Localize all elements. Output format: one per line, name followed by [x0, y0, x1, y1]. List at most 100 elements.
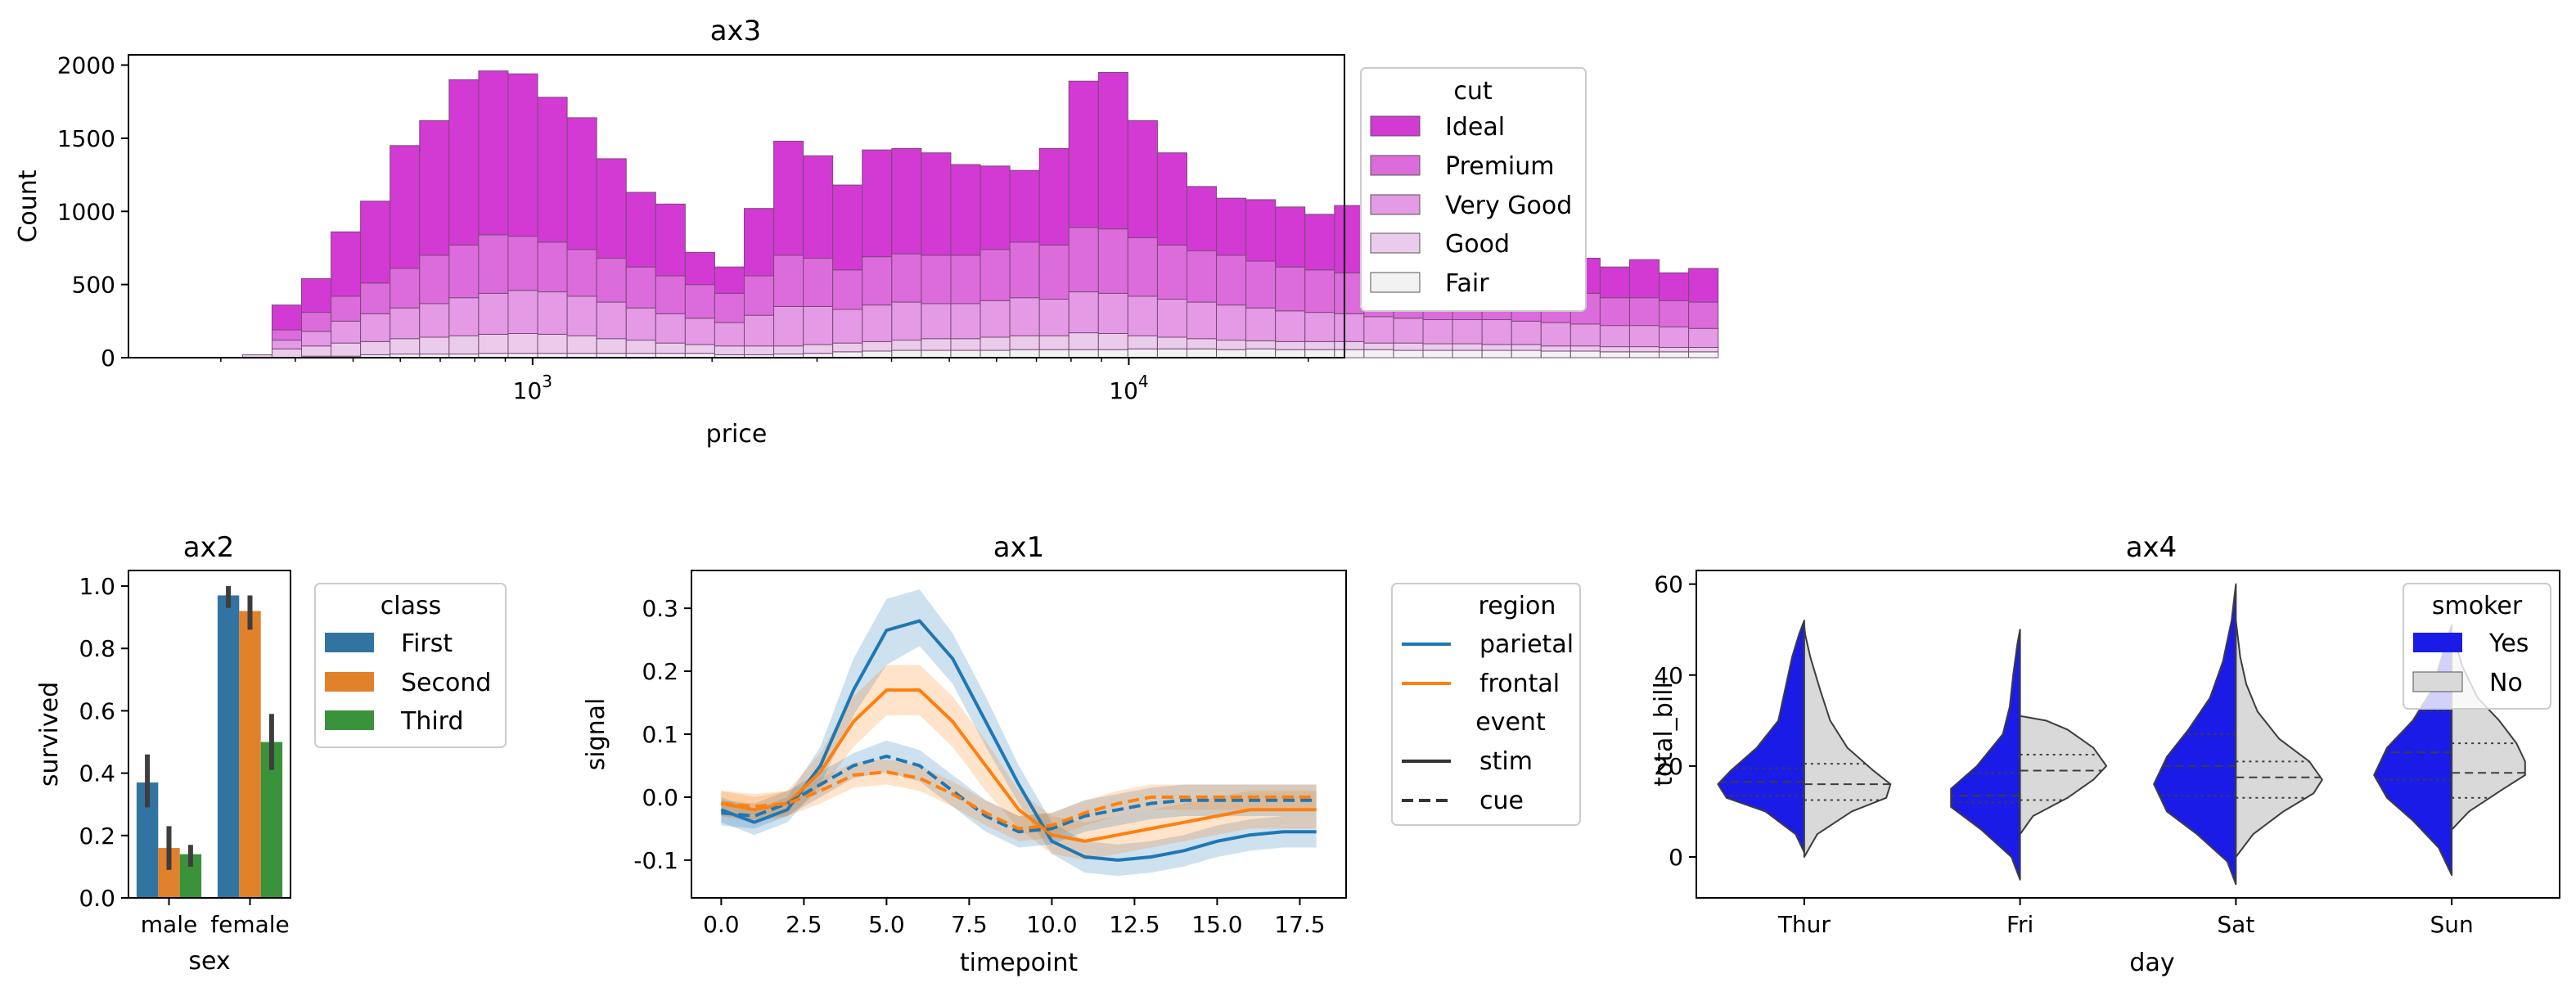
histogram-bar-very-good: [803, 305, 834, 345]
histogram-bar-very-good: [684, 318, 715, 345]
histogram-bar-premium: [331, 295, 362, 322]
histogram-bar-very-good: [1481, 319, 1512, 345]
histogram-bar-very-good: [507, 290, 538, 335]
histogram-bar-premium: [1275, 266, 1306, 312]
ax2-legend-swatch-first: [325, 633, 374, 652]
histogram-bar-ideal: [1216, 197, 1247, 256]
ax2-x-ticks: male female: [141, 898, 290, 938]
histogram-bar-fair: [1569, 350, 1601, 358]
histogram-bar-fair: [1481, 349, 1512, 358]
histogram-bar-fair: [921, 349, 952, 358]
histogram-bar-good: [1599, 346, 1630, 353]
histogram-bar-ideal: [331, 231, 362, 297]
ax3-legend-label-ideal: Ideal: [1445, 113, 1505, 142]
ax2-legend-title: class: [381, 592, 441, 620]
ax3-x-tick-label: 104: [1109, 372, 1148, 404]
ax1-legend-entry: cue: [1402, 787, 1524, 815]
ax2-bars: [136, 586, 283, 898]
histogram-bar-ideal: [921, 152, 952, 256]
histogram-bar-fair: [1422, 349, 1453, 358]
ax3-ylabel: Count: [14, 169, 43, 242]
histogram-bar-good: [1334, 340, 1365, 350]
histogram-bar-very-good: [1659, 326, 1690, 348]
histogram-bar-ideal: [1334, 205, 1365, 273]
histogram-bar-premium: [921, 255, 952, 304]
histogram-bar-very-good: [1393, 318, 1424, 344]
histogram-bar-good: [1422, 343, 1453, 351]
histogram-bar-premium: [1304, 269, 1335, 313]
ax4-y-ticks: 0 20 40 60: [1654, 571, 1696, 871]
histogram-bar-fair: [891, 349, 922, 358]
histogram-bar-very-good: [1156, 299, 1187, 338]
ax3-legend-title: cut: [1453, 77, 1493, 106]
histogram-bar-very-good: [773, 305, 804, 347]
ax1-legend-entry: stim: [1402, 747, 1533, 776]
histogram-bar-premium: [1097, 228, 1128, 294]
histogram-bar-good: [655, 342, 686, 354]
histogram-bar-ideal: [537, 97, 568, 243]
histogram-bar-premium: [537, 241, 568, 293]
histogram-bar-premium: [1245, 260, 1277, 309]
histogram-bar-very-good: [419, 303, 450, 338]
band-frontal-cue: [721, 759, 1317, 841]
histogram-bar-premium: [862, 256, 893, 306]
histogram-bar-ideal: [1186, 186, 1218, 252]
violin-half-fri-no: [2019, 715, 2108, 836]
histogram-bar-good: [537, 333, 568, 354]
ax1-y-tick-label: 0.2: [642, 658, 678, 685]
histogram-bar-fair: [832, 351, 863, 358]
ax1-x-ticks: 0.0 2.5 5.0 7.5 10.0 12.5 15.0 17.5: [703, 898, 1326, 938]
histogram-bar-fair: [1393, 349, 1424, 358]
histogram-bar-ideal: [271, 304, 303, 331]
histogram-bar-ideal: [1009, 169, 1040, 243]
ax1-legend-header-event: event: [1475, 708, 1546, 737]
ax4-x-tick-label: Fri: [2006, 911, 2033, 938]
histogram-bar-ideal: [390, 145, 421, 269]
ax3-y-tick-label: 1000: [57, 198, 115, 225]
histogram-bar-ideal: [301, 277, 332, 313]
ax1-x-tick-label: 5.0: [868, 911, 905, 938]
histogram-bar-ideal: [566, 117, 597, 250]
histogram-bar-very-good: [448, 297, 480, 336]
histogram-bar-good: [390, 338, 421, 355]
histogram-bar-very-good: [331, 320, 362, 344]
histogram-bar-good: [271, 348, 303, 358]
ax2-legend-entry: Third: [325, 707, 464, 736]
ax3-legend-label-fair: Fair: [1445, 269, 1489, 298]
histogram-bar-very-good: [301, 331, 332, 347]
histogram-bar-very-good: [1009, 297, 1040, 336]
histogram-bar-good: [1097, 333, 1128, 350]
ax2-y-tick-label: 0.8: [79, 635, 115, 662]
histogram-bar-very-good: [921, 303, 952, 340]
violin-half-thur-yes: [1717, 620, 1805, 854]
ax3-legend-entry: Very Good: [1370, 192, 1572, 220]
histogram-bar-good: [1186, 338, 1218, 349]
histogram-bar-fair: [1216, 349, 1247, 358]
histogram-bar-good: [684, 344, 715, 354]
histogram-bar-premium: [655, 275, 686, 314]
histogram-bar-premium: [684, 284, 715, 319]
ax4-x-tick-label: Thur: [1777, 911, 1831, 938]
histogram-bar-ideal: [1156, 152, 1187, 246]
histogram-bar-ideal: [684, 251, 715, 286]
ax1-legend: region parietal frontal event stim cue: [1391, 583, 1581, 826]
ax4-legend-label-no: No: [2489, 669, 2523, 697]
histogram-bar-fair: [1009, 349, 1040, 358]
ax1-line-panel: ax1 -0.1 0.0 0.1 0.2 0.3 0.0 2.5 5.0 7.5 10.0 12.…: [582, 531, 1581, 977]
histogram-bar-good: [596, 338, 627, 354]
histogram-bar-fair: [1363, 349, 1394, 358]
histogram-bar-good: [301, 345, 332, 357]
histogram-bar-fair: [1038, 349, 1070, 358]
histogram-bar-ideal: [862, 149, 893, 258]
histogram-bar-ideal: [1688, 268, 1719, 303]
histogram-bar-premium: [1628, 297, 1660, 327]
ax3-y-ticks: 0 500 1000 1500 2000: [57, 52, 128, 372]
ax4-x-tick-label: Sat: [2217, 911, 2254, 938]
histogram-bar-good: [950, 338, 981, 351]
ax1-x-tick-label: 7.5: [951, 911, 988, 938]
histogram-bar-good: [1304, 340, 1335, 350]
histogram-bar-good: [921, 338, 952, 351]
histogram-bar-ideal: [1097, 71, 1128, 230]
ax1-ylabel: signal: [582, 698, 610, 771]
histogram-bar-very-good: [1540, 322, 1571, 347]
